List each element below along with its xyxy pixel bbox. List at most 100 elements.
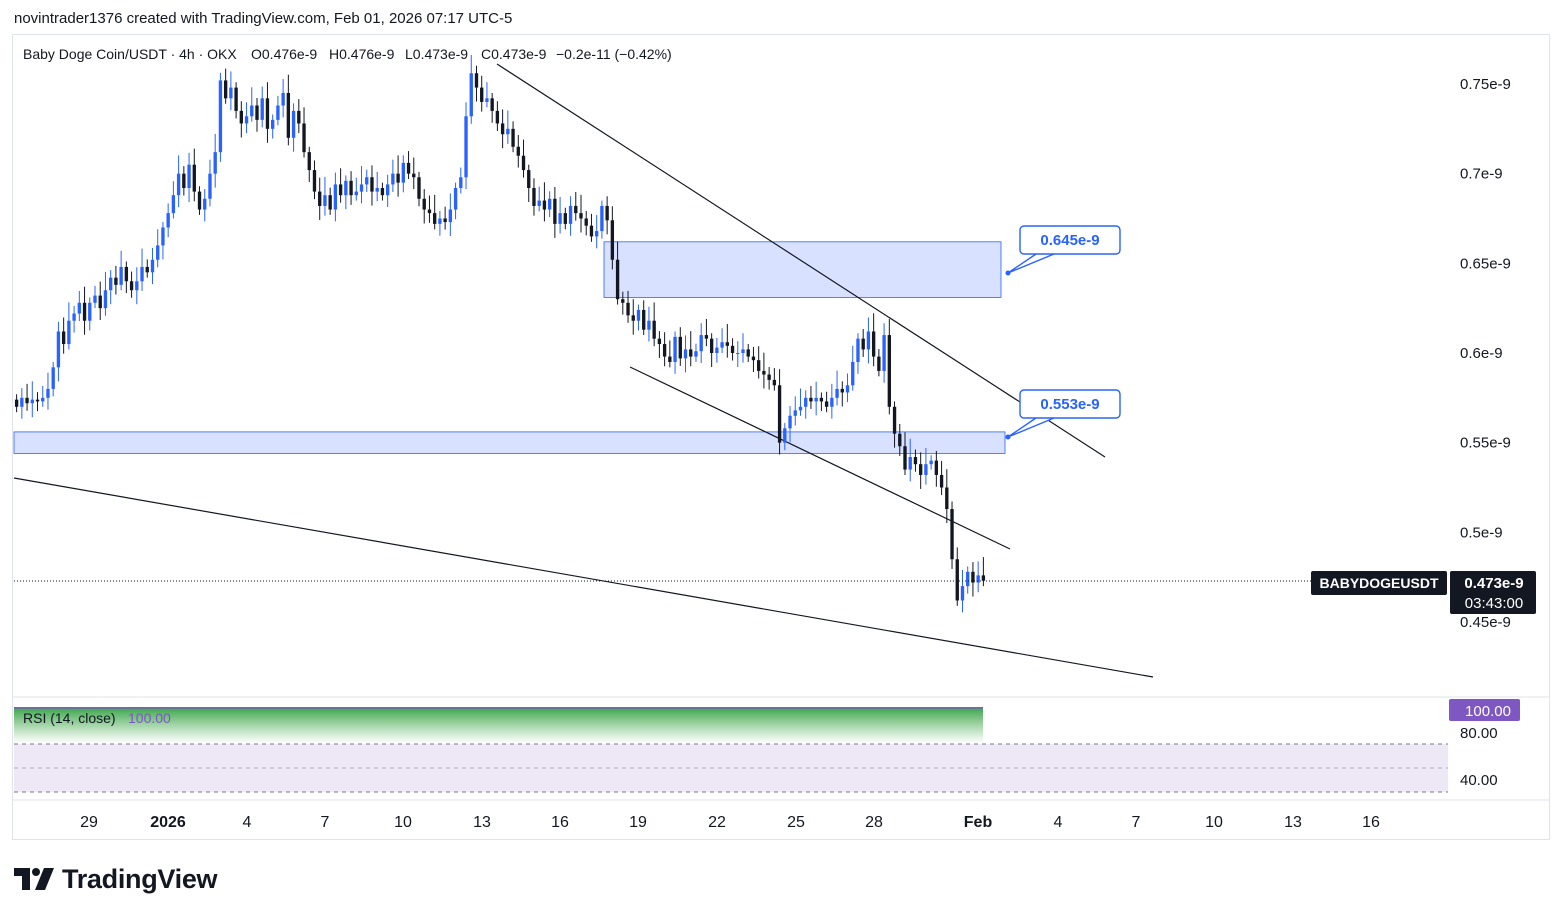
candle-body-105	[563, 213, 567, 224]
candle-body-181	[960, 586, 965, 601]
candle-body-128	[683, 349, 688, 359]
candle-body-99	[532, 188, 536, 206]
countdown-label: 03:43:00	[1465, 595, 1523, 612]
candle-body-3	[30, 399, 34, 404]
time-tick-7: 19	[629, 814, 647, 831]
candle-body-109	[584, 218, 588, 226]
candle-body-134	[715, 347, 719, 353]
candle-body-81	[438, 218, 442, 224]
candle-body-159	[845, 385, 850, 393]
time-tick-1: 2026	[150, 814, 186, 831]
legend-close: C0.473e-9	[481, 46, 547, 62]
candle-body-12	[77, 302, 81, 314]
candle-body-66	[359, 184, 364, 192]
candle-body-107	[574, 205, 578, 214]
candle-body-14	[88, 302, 92, 321]
candle-body-114	[610, 220, 615, 260]
zone-1	[13, 431, 1006, 454]
time-tick-5: 13	[473, 814, 491, 831]
tradingview-logo-icon	[14, 868, 54, 890]
candle-body-54	[297, 110, 301, 124]
candle-body-61	[333, 184, 338, 210]
trendline-0	[496, 63, 1106, 458]
tradingview-logo[interactable]: TradingView	[14, 862, 218, 896]
time-tick-9: 25	[787, 814, 805, 831]
candle-body-73	[396, 173, 400, 183]
price-tick-0: 0.75e-9	[1460, 76, 1511, 93]
candle-body-52	[286, 92, 291, 138]
ohlc-legend: Baby Doge Coin/USDT · 4h · OKX O0.476e-9…	[23, 46, 672, 62]
candle-body-93	[500, 123, 505, 135]
candle-body-37	[208, 173, 212, 199]
ticker-badge: BABYDOGEUSDT	[1311, 571, 1447, 595]
candle-body-1	[20, 397, 24, 407]
candle-body-166	[882, 335, 886, 371]
candle-body-129	[689, 349, 693, 357]
candle-body-104	[558, 213, 562, 224]
candle-body-101	[542, 200, 547, 210]
candle-body-156	[830, 397, 834, 407]
time-tick-4: 10	[394, 814, 412, 831]
candle-body-29	[166, 213, 170, 228]
candle-body-35	[197, 191, 202, 210]
candle-body-50	[276, 105, 280, 120]
candle-body-183	[971, 571, 975, 583]
candle-body-28	[161, 227, 165, 246]
candle-body-144	[767, 374, 771, 380]
candle-body-17	[103, 290, 108, 309]
time-tick-0: 29	[80, 814, 98, 831]
candle-body-22	[129, 281, 134, 291]
candle-body-152	[809, 397, 813, 402]
candle-body-86	[464, 116, 468, 178]
rsi-overbought-fill	[14, 707, 983, 743]
rsi-axis-40: 40.00	[1460, 772, 1498, 789]
rsi-title: RSI (14, close)	[23, 710, 116, 726]
candle-body-40	[223, 80, 228, 99]
time-tick-11: Feb	[964, 814, 993, 831]
candle-body-162	[861, 338, 865, 350]
candle-body-15	[93, 295, 97, 303]
candle-body-55	[302, 123, 306, 153]
candle-body-24	[140, 266, 144, 282]
candle-body-7	[51, 367, 55, 389]
candle-body-8	[56, 331, 61, 368]
legend-high: H0.476e-9	[329, 46, 395, 62]
price-tick-4: 0.55e-9	[1460, 435, 1511, 452]
candle-body-143	[762, 370, 766, 375]
candle-body-123	[657, 338, 662, 345]
candle-body-21	[124, 266, 129, 282]
legend-low: L0.473e-9	[405, 46, 468, 62]
callout-pointer-1	[1007, 417, 1055, 438]
candle-body-80	[433, 213, 437, 224]
candle-body-177	[939, 474, 944, 488]
candle-body-91	[490, 98, 494, 111]
candle-body-13	[82, 302, 87, 321]
candle-body-127	[678, 336, 682, 359]
candle-body-19	[114, 277, 118, 285]
time-tick-13: 7	[1132, 814, 1141, 831]
legend-open: O0.476e-9	[251, 46, 317, 62]
candle-body-110	[589, 225, 594, 237]
time-tick-10: 28	[865, 814, 883, 831]
price-axis: 0.75e-9 0.7e-9 0.65e-9 0.6e-9 0.55e-9 0.5e-9 0…	[1460, 76, 1511, 631]
candle-body-44	[244, 116, 249, 124]
trendlines	[13, 63, 1154, 678]
rsi-badge: 100.00	[1465, 703, 1511, 720]
callout-box-1	[1019, 389, 1121, 419]
candle-body-106	[568, 205, 573, 224]
candle-body-46	[255, 105, 259, 120]
candle-body-39	[218, 80, 223, 153]
candle-body-58	[318, 191, 322, 206]
candle-body-115	[615, 259, 620, 300]
time-tick-14: 10	[1205, 814, 1223, 831]
candle-body-112	[600, 205, 604, 232]
candle-body-135	[720, 342, 724, 348]
candle-body-131	[699, 335, 703, 352]
candle-body-84	[453, 188, 458, 210]
candle-body-155	[824, 401, 829, 407]
candle-body-51	[281, 92, 285, 106]
candle-body-160	[851, 361, 855, 386]
price-tick-2: 0.65e-9	[1460, 255, 1511, 272]
candle-body-180	[955, 559, 959, 601]
